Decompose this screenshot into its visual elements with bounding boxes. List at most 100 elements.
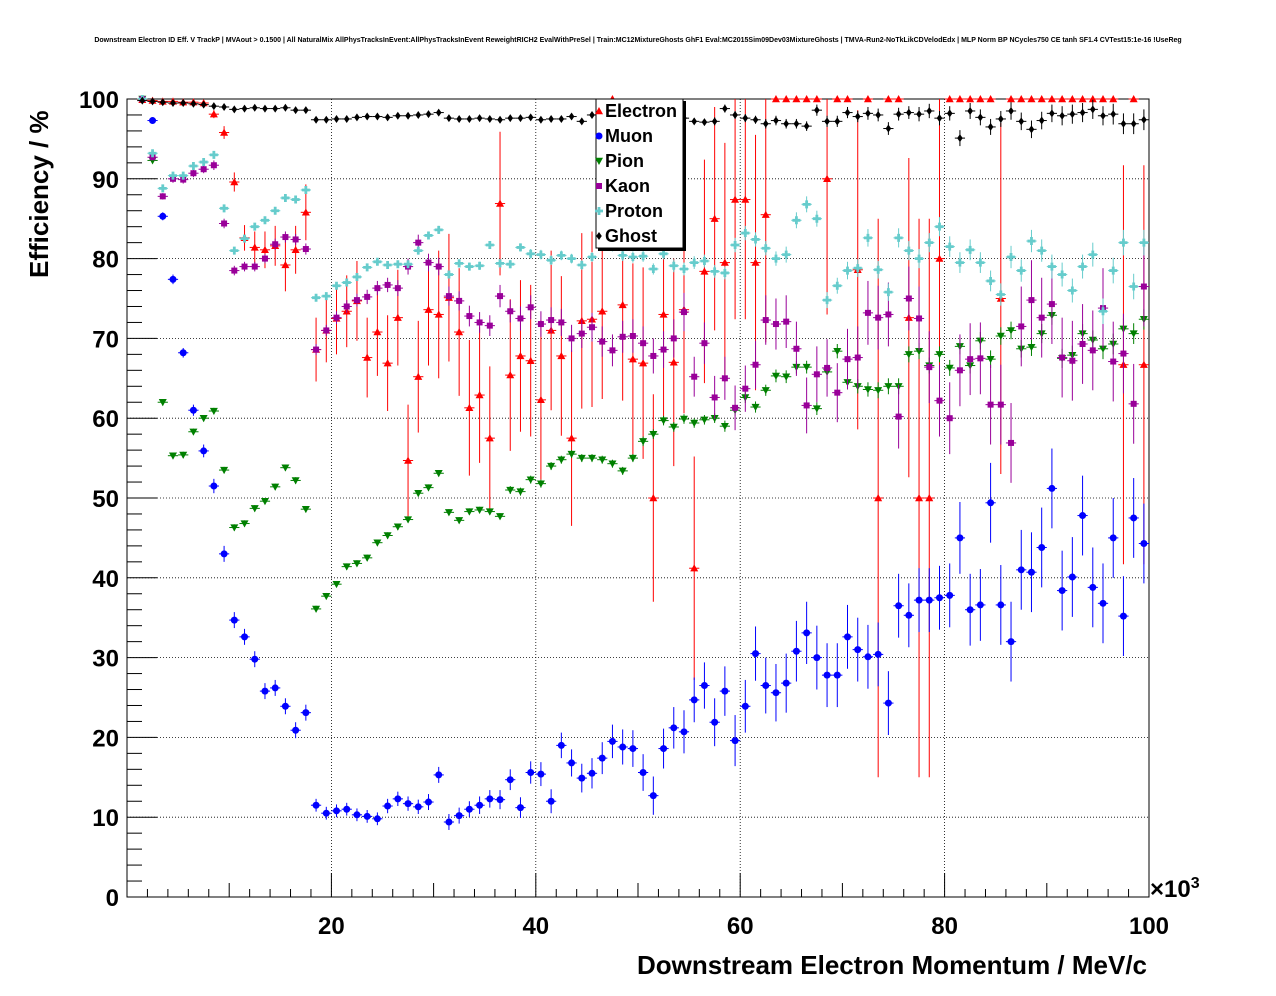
electron-point — [1088, 95, 1097, 103]
kaon-point — [231, 267, 238, 274]
muon-point — [649, 792, 657, 800]
kaon-point — [967, 356, 974, 363]
ghost-point — [1089, 105, 1096, 114]
muon-point — [1079, 512, 1087, 520]
ghost-point — [1130, 119, 1137, 128]
pion-point — [536, 480, 545, 488]
proton-point — [639, 252, 648, 261]
ghost-point — [384, 113, 391, 122]
pion-point — [812, 405, 821, 413]
ghost-point — [865, 109, 871, 118]
kaon-point — [292, 236, 299, 243]
y-tick-label: 40 — [92, 566, 119, 593]
electron-point — [506, 371, 515, 379]
muon-point — [496, 796, 504, 804]
ghost-point — [875, 110, 881, 119]
muon-point — [251, 655, 259, 663]
kaon-point — [323, 327, 330, 334]
ghost-point — [487, 114, 493, 123]
kaon-point — [466, 313, 473, 320]
electron-point — [792, 95, 801, 103]
ghost-point — [282, 103, 289, 112]
muon-point — [1068, 573, 1076, 581]
ghost-point — [936, 114, 943, 123]
electron-point — [955, 95, 964, 103]
muon-point — [731, 737, 739, 745]
ghost-point — [773, 116, 779, 125]
kaon-point — [936, 397, 943, 404]
proton-point — [444, 270, 453, 279]
pion-point — [496, 513, 505, 521]
ghost-point — [159, 98, 166, 107]
kaon-point — [824, 364, 831, 371]
proton-point — [812, 214, 821, 223]
kaon-point — [977, 355, 984, 362]
pion-point — [271, 483, 280, 491]
muon-point — [690, 696, 698, 704]
proton-point — [506, 260, 515, 269]
y-tick-label: 100 — [79, 87, 119, 114]
electron-point — [1007, 95, 1016, 103]
muon-point — [312, 801, 320, 809]
electron-point — [383, 359, 392, 367]
pion-point — [475, 506, 484, 514]
proton-point — [741, 229, 750, 238]
electron-point — [894, 95, 903, 103]
electron-point — [281, 260, 290, 269]
kaon-point — [190, 170, 197, 177]
ghost-point — [742, 114, 749, 123]
pion-point — [332, 580, 341, 589]
proton-point — [874, 265, 883, 274]
muon-point — [353, 811, 361, 819]
proton-point — [414, 246, 423, 255]
ghost-point — [180, 98, 187, 107]
electron-point — [771, 95, 780, 103]
kaon-point — [609, 347, 616, 354]
muon-point — [1007, 638, 1015, 646]
proton-point — [209, 150, 218, 159]
y-tick-label: 50 — [92, 486, 119, 513]
pion-point — [301, 505, 310, 514]
muon-point — [670, 724, 678, 732]
proton-point — [332, 281, 341, 290]
ghost-point — [374, 112, 381, 121]
proton-point — [1078, 262, 1087, 271]
pion-point — [1007, 327, 1016, 335]
muon-point — [261, 687, 269, 695]
muon-point — [864, 653, 872, 661]
legend: Electron Muon Pion Kaon Proton Ghost — [595, 98, 686, 251]
proton-point — [863, 233, 872, 242]
pion-point — [220, 466, 229, 475]
kaon-point — [987, 401, 994, 408]
electron-point — [209, 110, 218, 118]
proton-point — [823, 296, 832, 305]
muon-point — [629, 745, 637, 753]
pion-point — [322, 592, 331, 601]
kaon-point — [1028, 297, 1035, 304]
pion-point — [588, 454, 597, 463]
proton-point — [669, 261, 678, 270]
muon-point — [527, 769, 535, 777]
y-tick-label: 30 — [92, 646, 119, 673]
kaon-point — [374, 285, 381, 292]
proton-point — [679, 264, 688, 273]
ghost-point — [1049, 109, 1055, 118]
electron-point — [863, 95, 872, 103]
muon-point — [895, 602, 903, 610]
x-axis-multiplier-exponent: 3 — [1191, 875, 1200, 892]
pion-point — [393, 523, 402, 531]
ghost-point — [1008, 106, 1014, 115]
electron-point — [966, 95, 975, 103]
proton-point — [434, 225, 443, 234]
ghost-point — [844, 108, 851, 117]
muon-point — [547, 797, 555, 805]
ghost-point — [425, 110, 432, 119]
x-tick-label: 60 — [727, 913, 754, 940]
kaon-point — [1079, 340, 1086, 347]
ghost-point — [854, 112, 861, 121]
ghost-point — [895, 110, 902, 119]
legend-marker-pion — [595, 157, 603, 165]
ghost-point — [343, 114, 350, 123]
pion-point — [434, 470, 443, 478]
